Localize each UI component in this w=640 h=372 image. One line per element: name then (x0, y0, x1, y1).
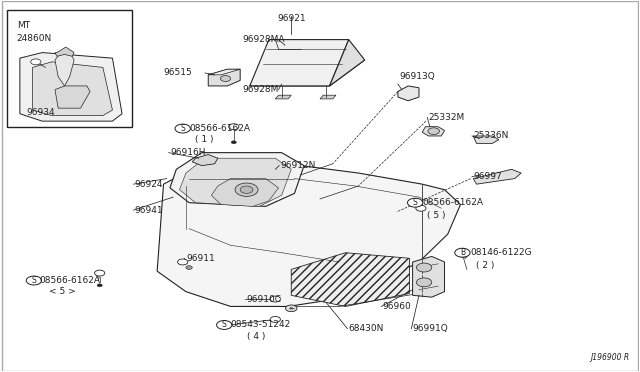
Polygon shape (275, 95, 291, 99)
Text: 96924: 96924 (135, 180, 163, 189)
Circle shape (417, 278, 432, 287)
Text: 96928M: 96928M (242, 85, 278, 94)
Text: 96916H: 96916H (170, 148, 205, 157)
Circle shape (455, 248, 470, 257)
Text: 96934: 96934 (26, 108, 55, 118)
Text: ( 5 ): ( 5 ) (428, 211, 446, 220)
Circle shape (408, 198, 423, 207)
Polygon shape (473, 169, 521, 184)
Polygon shape (192, 154, 218, 166)
Polygon shape (398, 86, 419, 101)
Circle shape (186, 266, 192, 269)
Circle shape (177, 259, 188, 265)
Text: S: S (180, 124, 185, 133)
Text: 08146-6122G: 08146-6122G (470, 248, 532, 257)
Circle shape (95, 270, 105, 276)
Text: 96921: 96921 (277, 14, 305, 23)
Text: J196900 R: J196900 R (591, 353, 630, 362)
Polygon shape (330, 39, 365, 86)
Polygon shape (458, 251, 468, 258)
Polygon shape (179, 158, 291, 206)
Text: 68430N: 68430N (349, 324, 384, 333)
Circle shape (270, 296, 280, 302)
Circle shape (231, 141, 236, 144)
Polygon shape (320, 95, 336, 99)
Polygon shape (422, 127, 445, 136)
Text: 96911: 96911 (186, 254, 214, 263)
Text: 96912N: 96912N (280, 161, 316, 170)
Text: S: S (413, 198, 417, 207)
Text: 25332M: 25332M (429, 113, 465, 122)
Text: 96910C: 96910C (246, 295, 282, 304)
Circle shape (97, 284, 102, 287)
Text: 96941: 96941 (135, 206, 163, 215)
Circle shape (175, 124, 190, 133)
Text: 96913Q: 96913Q (400, 72, 436, 81)
Circle shape (31, 59, 41, 65)
Circle shape (416, 205, 426, 211)
Text: ( 1 ): ( 1 ) (195, 135, 214, 144)
Circle shape (428, 128, 440, 135)
Text: S: S (222, 321, 227, 330)
Circle shape (417, 263, 432, 272)
Text: 24860N: 24860N (17, 34, 52, 43)
Text: 08543-51242: 08543-51242 (230, 321, 291, 330)
Text: ( 4 ): ( 4 ) (246, 331, 265, 341)
Polygon shape (170, 153, 304, 206)
Text: < 5 >: < 5 > (49, 287, 76, 296)
Circle shape (220, 76, 230, 81)
Polygon shape (413, 256, 445, 297)
Polygon shape (55, 52, 74, 86)
Circle shape (228, 124, 239, 130)
Circle shape (240, 186, 253, 193)
Circle shape (285, 305, 297, 312)
Polygon shape (291, 253, 410, 307)
Text: 96515: 96515 (164, 68, 192, 77)
Text: 08566-6162A: 08566-6162A (422, 198, 483, 207)
Polygon shape (208, 69, 240, 86)
Text: B: B (460, 248, 465, 257)
Polygon shape (208, 69, 240, 75)
Polygon shape (250, 60, 365, 86)
Polygon shape (55, 47, 74, 56)
Text: MT: MT (17, 21, 30, 30)
Polygon shape (211, 179, 278, 206)
Text: 08566-6162A: 08566-6162A (189, 124, 250, 133)
Polygon shape (250, 39, 349, 86)
Text: 96997: 96997 (473, 172, 502, 181)
Text: 96991Q: 96991Q (413, 324, 449, 333)
Text: 25336N: 25336N (473, 131, 509, 141)
Polygon shape (157, 166, 461, 307)
Polygon shape (473, 136, 499, 143)
Circle shape (216, 321, 232, 330)
Polygon shape (33, 62, 113, 116)
Circle shape (235, 183, 258, 196)
Text: S: S (31, 276, 36, 285)
Polygon shape (55, 86, 90, 108)
Text: 96960: 96960 (383, 302, 412, 311)
Bar (7, 10, 132, 127)
Text: ( 2 ): ( 2 ) (476, 261, 495, 270)
Polygon shape (20, 52, 122, 121)
Circle shape (26, 276, 42, 285)
Circle shape (270, 317, 280, 323)
Text: 96928MA: 96928MA (242, 35, 285, 44)
Text: 08566-6162A: 08566-6162A (39, 276, 100, 285)
